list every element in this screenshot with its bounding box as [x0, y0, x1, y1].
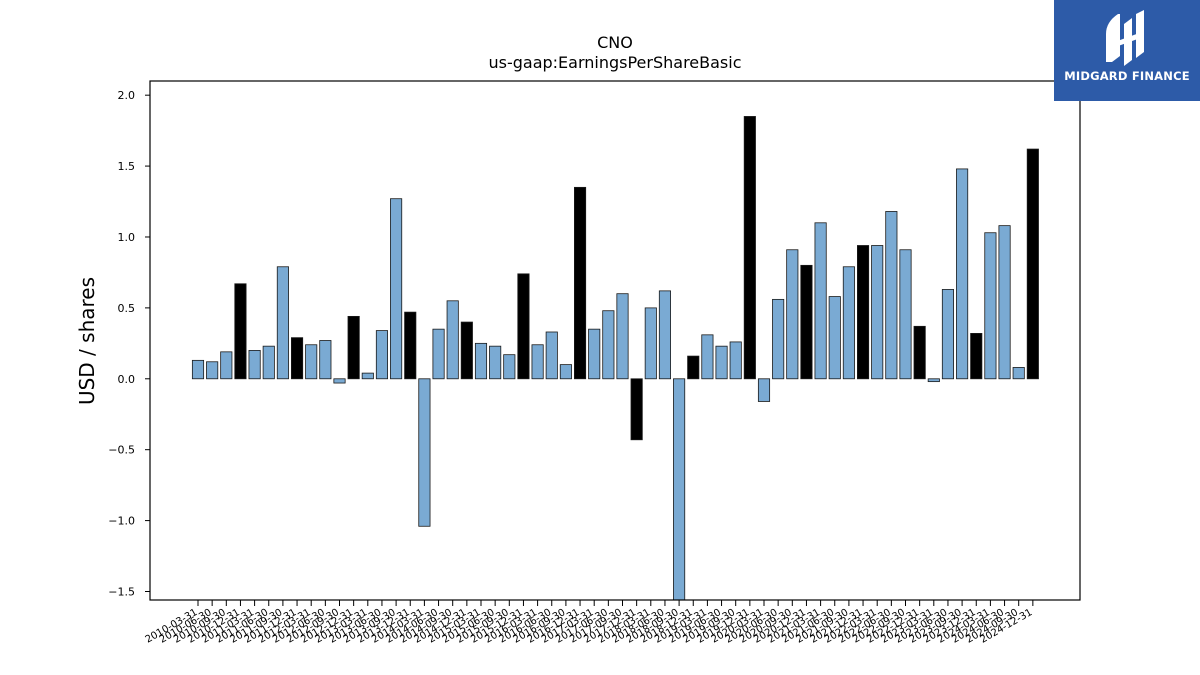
bar: [743, 116, 756, 380]
bar: [857, 245, 870, 380]
bar: [984, 232, 997, 380]
bar: [729, 341, 742, 380]
bar: [474, 342, 488, 380]
bar: [559, 364, 572, 380]
y-tick-label: 1.5: [118, 160, 136, 173]
bar: [574, 186, 587, 380]
bar: [814, 222, 827, 380]
bar: [489, 345, 502, 380]
bar: [941, 289, 954, 380]
chart-title: CNO: [597, 33, 633, 52]
bar: [206, 361, 219, 380]
plot-frame: [149, 80, 1081, 601]
bar: [913, 325, 926, 380]
y-tick-label: 2.0: [118, 89, 136, 102]
bar: [630, 378, 643, 441]
bar: [970, 333, 983, 380]
bar: [517, 273, 530, 380]
bar: [319, 340, 332, 380]
bar: [715, 345, 728, 380]
bar: [220, 351, 233, 380]
bar: [276, 266, 289, 380]
bar: [234, 283, 247, 380]
y-tick-label: 0.0: [118, 373, 136, 386]
bar: [602, 310, 615, 380]
bar: [446, 300, 459, 380]
bar: [658, 290, 671, 380]
bar: [772, 298, 785, 380]
midgard-m-icon: [1106, 10, 1144, 66]
bar: [687, 355, 700, 380]
y-tick-label: 1.0: [118, 231, 136, 244]
bar: [375, 330, 388, 380]
bar: [290, 337, 304, 380]
brand-logo: MIDGARD FINANCE: [1054, 0, 1200, 101]
bar: [1026, 148, 1039, 380]
bar: [927, 378, 940, 383]
y-tick-label: −0.5: [108, 444, 135, 457]
bar: [786, 249, 799, 380]
bar: [701, 334, 714, 380]
bar: [673, 378, 686, 601]
chart-subtitle: us-gaap:EarningsPerShareBasic: [488, 53, 741, 72]
bar: [404, 311, 417, 380]
bar: [588, 328, 601, 380]
y-tick-label: −1.0: [108, 515, 135, 528]
y-ticks-group: −1.5 −1.0 −0.5 0.0 0.5 1.0 1.5 2.0: [108, 89, 150, 598]
bar: [361, 372, 374, 380]
bar: [347, 315, 360, 380]
bar: [418, 378, 431, 527]
bar: [800, 264, 813, 380]
y-axis-label: USD / shares: [75, 277, 99, 405]
bar: [998, 225, 1011, 380]
bar: [503, 354, 516, 380]
bar: [885, 211, 898, 380]
bar: [1012, 367, 1025, 380]
bar: [333, 378, 346, 384]
bar: [956, 168, 969, 380]
bar: [305, 344, 318, 380]
bar: [460, 321, 473, 380]
bar: [828, 296, 841, 380]
bar: [432, 328, 445, 380]
bar: [531, 344, 544, 380]
bar: [191, 359, 205, 380]
bar: [262, 345, 275, 380]
bar: [757, 378, 771, 402]
bar: [248, 350, 261, 380]
bar: [390, 198, 403, 380]
bar: [644, 307, 657, 380]
bar: [871, 245, 884, 380]
brand-name: MIDGARD FINANCE: [1064, 69, 1190, 83]
bar: [616, 293, 629, 380]
y-tick-label: −1.5: [108, 585, 135, 598]
bar: [545, 331, 558, 380]
x-ticks-group: 2010-03-312010-06-302010-09-302010-12-31…: [144, 600, 1034, 646]
bar: [899, 249, 912, 380]
y-tick-label: 0.5: [118, 302, 136, 315]
bar: [842, 266, 855, 380]
bars-group: [191, 116, 1039, 601]
